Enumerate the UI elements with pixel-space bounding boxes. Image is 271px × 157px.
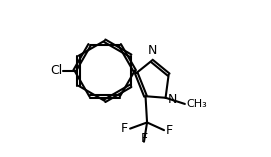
Text: N: N: [167, 93, 177, 106]
Text: F: F: [140, 132, 147, 145]
Text: F: F: [121, 122, 128, 135]
Text: Cl: Cl: [50, 64, 62, 77]
Text: F: F: [166, 124, 173, 137]
Text: CH₃: CH₃: [186, 99, 207, 109]
Text: N: N: [148, 44, 157, 57]
